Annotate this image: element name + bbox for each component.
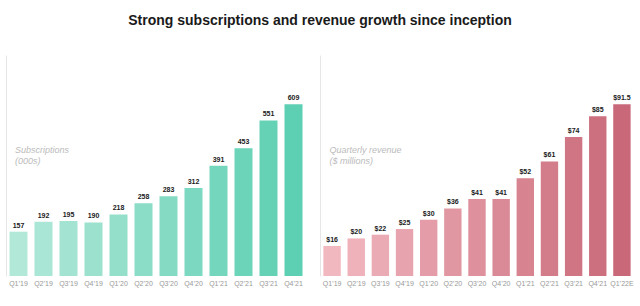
svg-text:$22: $22 <box>375 225 387 233</box>
svg-text:Q1’21: Q1’21 <box>516 280 535 288</box>
svg-text:551: 551 <box>263 110 275 117</box>
svg-text:Q3’20: Q3’20 <box>159 280 178 288</box>
svg-text:$52: $52 <box>519 168 531 176</box>
svg-text:Q3’21: Q3’21 <box>564 280 583 288</box>
svg-text:$85: $85 <box>592 106 604 114</box>
svg-text:Q4’20: Q4’20 <box>492 280 511 288</box>
svg-text:Q4’19: Q4’19 <box>84 280 103 288</box>
svg-text:Q4’20: Q4’20 <box>184 280 203 288</box>
svg-text:Q2’19: Q2’19 <box>347 280 366 288</box>
svg-text:Q3’21: Q3’21 <box>259 280 278 288</box>
svg-text:190: 190 <box>88 212 100 219</box>
svg-text:Q2’19: Q2’19 <box>34 280 53 288</box>
svg-text:Q2’20: Q2’20 <box>134 280 153 288</box>
svg-text:192: 192 <box>38 212 50 219</box>
svg-text:283: 283 <box>163 186 175 193</box>
svg-text:Q1’20: Q1’20 <box>109 280 128 288</box>
svg-text:Q2’20: Q2’20 <box>444 280 463 288</box>
svg-text:Q1’20: Q1’20 <box>419 280 438 288</box>
svg-text:Q1’19: Q1’19 <box>323 280 342 288</box>
svg-text:Q4’21: Q4’21 <box>588 280 607 288</box>
svg-text:Strong subscriptions and reven: Strong subscriptions and revenue growth … <box>128 12 512 28</box>
svg-text:Quarterly revenue: Quarterly revenue <box>329 145 401 155</box>
svg-text:$20: $20 <box>350 228 362 236</box>
svg-text:Q1’22E: Q1’22E <box>610 280 634 288</box>
svg-text:312: 312 <box>188 178 200 185</box>
svg-text:Q4’21: Q4’21 <box>284 280 303 288</box>
svg-text:453: 453 <box>238 138 250 145</box>
svg-text:Q1’21: Q1’21 <box>209 280 228 288</box>
svg-text:$36: $36 <box>447 198 459 206</box>
svg-text:Q2’21: Q2’21 <box>234 280 253 288</box>
svg-text:Q1’19: Q1’19 <box>9 280 28 288</box>
svg-text:258: 258 <box>138 193 150 200</box>
svg-text:$30: $30 <box>423 210 435 218</box>
svg-text:($ millions): ($ millions) <box>329 156 373 166</box>
svg-text:157: 157 <box>13 222 25 229</box>
svg-text:Q3’19: Q3’19 <box>371 280 390 288</box>
svg-text:Q3’19: Q3’19 <box>59 280 78 288</box>
svg-text:$74: $74 <box>568 127 580 135</box>
svg-text:195: 195 <box>63 211 75 218</box>
svg-text:Q2’21: Q2’21 <box>540 280 559 288</box>
svg-text:391: 391 <box>213 156 225 163</box>
svg-text:$16: $16 <box>326 236 338 244</box>
svg-text:Q4’19: Q4’19 <box>395 280 414 288</box>
svg-text:$25: $25 <box>399 219 411 227</box>
svg-text:$91.5: $91.5 <box>613 94 631 102</box>
svg-text:218: 218 <box>113 204 125 211</box>
svg-text:(000s): (000s) <box>15 156 41 166</box>
svg-text:Q3’20: Q3’20 <box>468 280 487 288</box>
svg-text:$41: $41 <box>495 189 507 197</box>
svg-text:$61: $61 <box>544 151 556 159</box>
svg-text:609: 609 <box>288 94 300 101</box>
svg-text:Subscriptions: Subscriptions <box>15 145 70 155</box>
svg-text:$41: $41 <box>471 189 483 197</box>
